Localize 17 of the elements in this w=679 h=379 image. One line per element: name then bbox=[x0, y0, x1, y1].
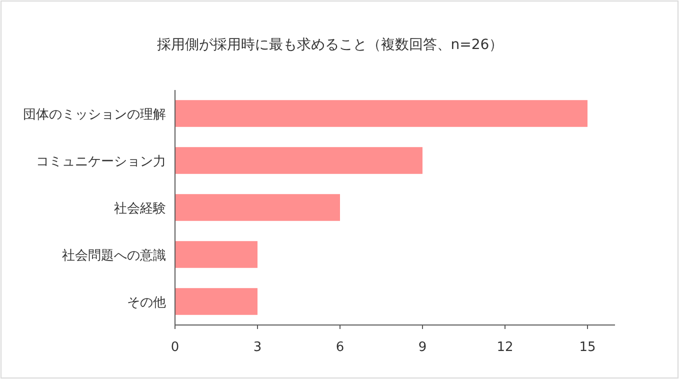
x-tick-label: 9 bbox=[418, 340, 427, 355]
bar bbox=[175, 194, 340, 221]
chart-title: 採用側が採用時に最も求めること（複数回答、n=26） bbox=[156, 37, 504, 53]
y-tick-label: コミュニケーション力 bbox=[36, 154, 166, 170]
x-tick-label: 12 bbox=[496, 340, 514, 355]
x-tick-label: 0 bbox=[170, 340, 180, 355]
y-tick-label: 社会問題への意識 bbox=[62, 248, 166, 264]
y-tick-label: 団体のミッションの理解 bbox=[23, 108, 166, 122]
y-tick-label: その他 bbox=[127, 296, 166, 310]
x-tick-label: 6 bbox=[336, 340, 344, 355]
x-tick-label: 3 bbox=[253, 340, 262, 355]
bar bbox=[175, 288, 258, 315]
bar bbox=[175, 241, 258, 268]
bar bbox=[175, 147, 422, 174]
bar bbox=[175, 100, 588, 127]
y-tick-label: 社会経験 bbox=[114, 202, 166, 216]
x-tick-label: 15 bbox=[579, 340, 596, 355]
